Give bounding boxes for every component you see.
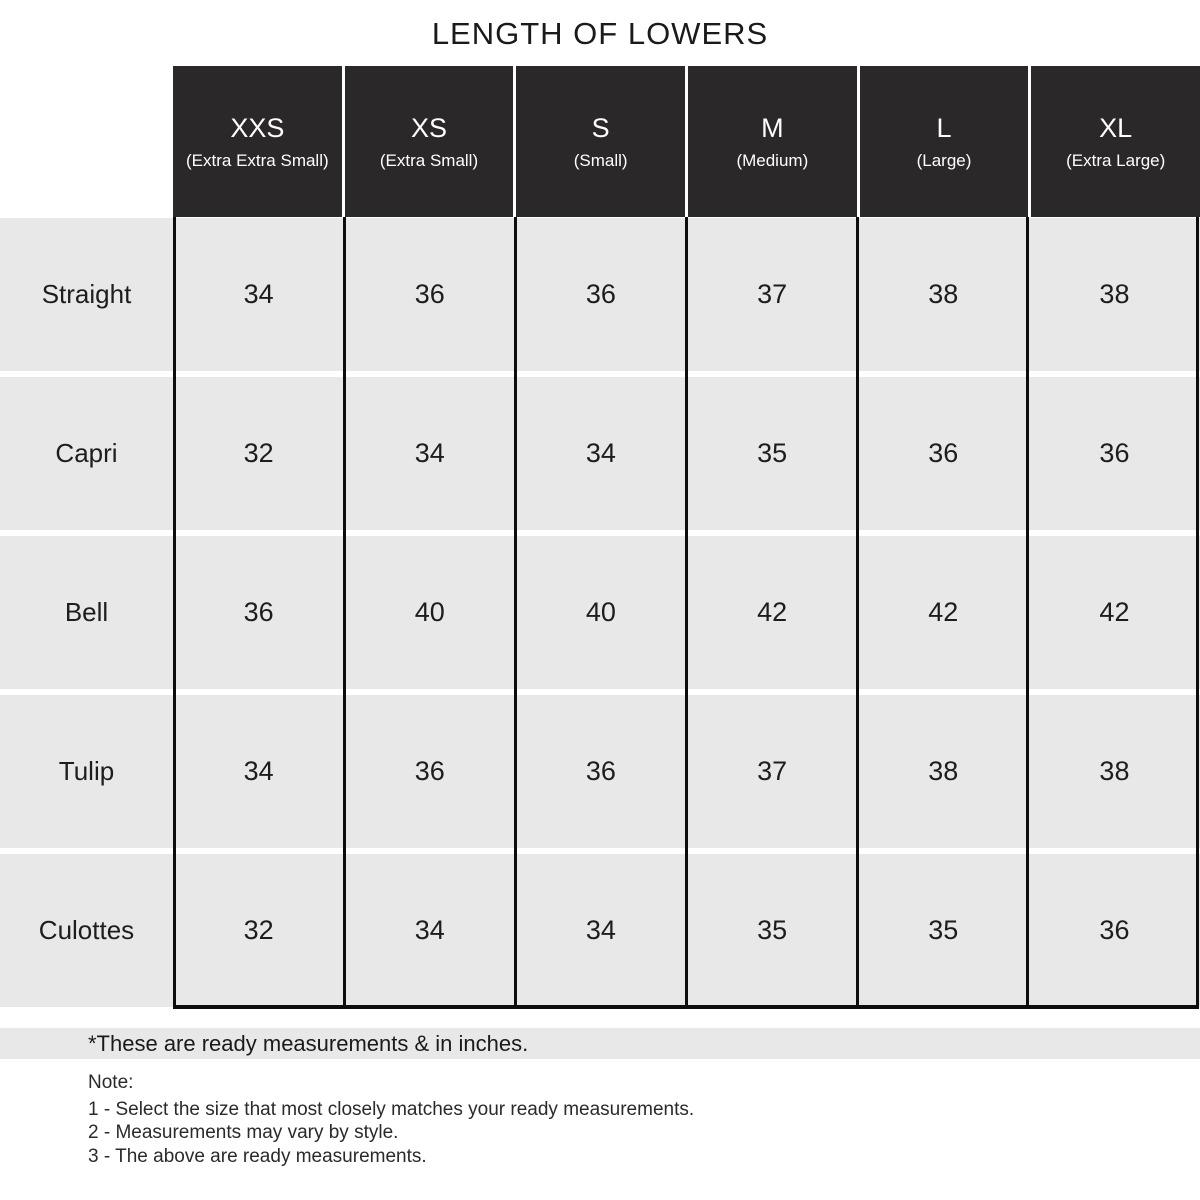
cell-value: 34 bbox=[585, 915, 616, 945]
size-label: (Medium) bbox=[736, 150, 809, 170]
footnote-band: *These are ready measurements & in inche… bbox=[0, 1028, 1200, 1059]
note-heading: Note: bbox=[88, 1072, 134, 1093]
column-header-xl: XL (Extra Large) bbox=[1031, 66, 1200, 217]
column-header-xxs: XXS (Extra Extra Small) bbox=[173, 66, 342, 217]
cell-value: 42 bbox=[928, 597, 959, 627]
table-row-culottes: Culottes 32 34 34 35 35 36 bbox=[0, 854, 1200, 1007]
size-label: (Small) bbox=[573, 150, 628, 170]
cell-value: 37 bbox=[757, 279, 788, 309]
row-label: Bell bbox=[64, 597, 109, 627]
note-item: 3 - The above are ready measurements. bbox=[88, 1145, 427, 1167]
size-code: XXS bbox=[230, 112, 285, 143]
cell-value: 34 bbox=[243, 279, 274, 309]
table-row-tulip: Tulip 34 36 36 37 38 38 bbox=[0, 695, 1200, 848]
table-row-straight: Straight 34 36 36 37 38 38 bbox=[0, 218, 1200, 371]
row-label: Capri bbox=[55, 438, 118, 468]
cell-value: 34 bbox=[414, 438, 445, 468]
column-header-xs: XS (Extra Small) bbox=[344, 66, 514, 217]
size-code: S bbox=[591, 112, 610, 143]
cell-value: 42 bbox=[1099, 597, 1130, 627]
page-title: LENGTH OF LOWERS bbox=[431, 16, 769, 51]
cell-value: 34 bbox=[585, 438, 616, 468]
note-section: Note: 1 - Select the size that most clos… bbox=[88, 1071, 694, 1168]
size-code: M bbox=[761, 112, 784, 143]
cell-value: 36 bbox=[1099, 438, 1130, 468]
cell-value: 38 bbox=[1099, 279, 1130, 309]
cell-value: 36 bbox=[414, 279, 445, 309]
cell-value: 32 bbox=[243, 438, 274, 468]
cell-value: 35 bbox=[928, 915, 959, 945]
note-item: 2 - Measurements may vary by style. bbox=[88, 1122, 399, 1143]
cell-value: 38 bbox=[928, 756, 959, 786]
cell-value: 40 bbox=[585, 597, 616, 627]
cell-value: 35 bbox=[757, 915, 788, 945]
table-row-bell: Bell 36 40 40 42 42 42 bbox=[0, 536, 1200, 689]
cell-value: 36 bbox=[585, 756, 616, 786]
size-label: (Large) bbox=[916, 150, 972, 170]
cell-value: 38 bbox=[1099, 756, 1130, 786]
column-header-s: S (Small) bbox=[516, 66, 686, 217]
cell-value: 42 bbox=[757, 597, 788, 627]
size-label: (Extra Small) bbox=[379, 150, 479, 170]
size-label: (Extra Large) bbox=[1066, 150, 1166, 170]
size-code: L bbox=[936, 112, 952, 143]
size-code: XL bbox=[1099, 112, 1133, 143]
table-row-capri: Capri 32 34 34 35 36 36 bbox=[0, 377, 1200, 530]
cell-value: 36 bbox=[928, 438, 959, 468]
size-code: XS bbox=[410, 112, 448, 143]
cell-value: 34 bbox=[414, 915, 445, 945]
cell-value: 35 bbox=[757, 438, 788, 468]
row-label: Tulip bbox=[58, 756, 115, 786]
size-label: (Extra Extra Small) bbox=[186, 150, 329, 170]
cell-value: 34 bbox=[243, 756, 274, 786]
cell-value: 36 bbox=[585, 279, 616, 309]
note-item: 1 - Select the size that most closely ma… bbox=[88, 1098, 695, 1120]
column-header-m: M (Medium) bbox=[688, 66, 857, 217]
cell-value: 32 bbox=[243, 915, 274, 945]
row-label: Culottes bbox=[38, 915, 135, 945]
row-label: Straight bbox=[41, 279, 132, 309]
table-header-row: XXS (Extra Extra Small) XS (Extra Small)… bbox=[173, 66, 1200, 217]
footnote-text: *These are ready measurements & in inche… bbox=[88, 1030, 529, 1056]
cell-value: 38 bbox=[928, 279, 959, 309]
cell-value: 37 bbox=[757, 756, 788, 786]
cell-value: 40 bbox=[414, 597, 445, 627]
column-header-l: L (Large) bbox=[859, 66, 1029, 217]
cell-value: 36 bbox=[414, 756, 445, 786]
cell-value: 36 bbox=[1099, 915, 1130, 945]
cell-value: 36 bbox=[243, 597, 274, 627]
